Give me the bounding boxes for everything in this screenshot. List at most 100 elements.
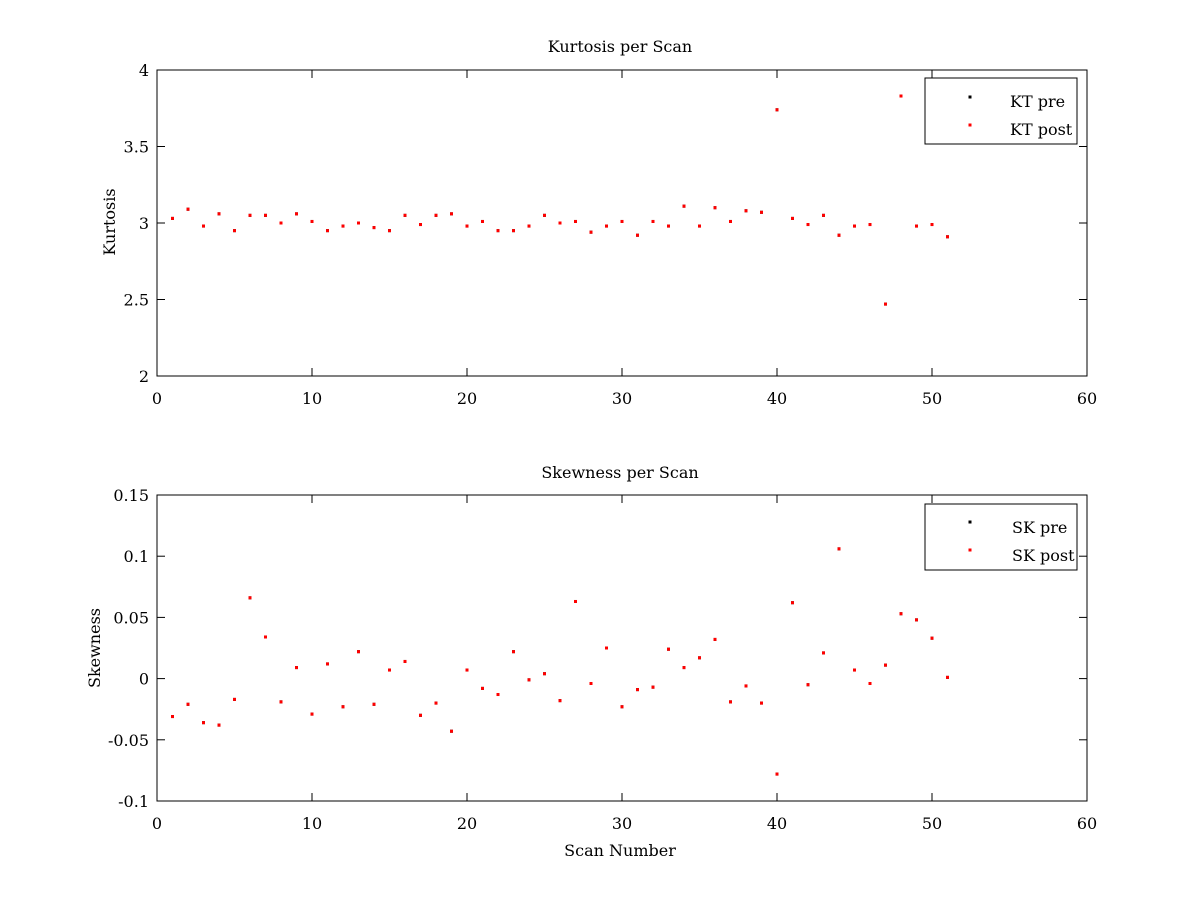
kurtosis-point-post [527, 224, 531, 228]
skewness-point-post [636, 688, 639, 692]
kurtosis-point-post [713, 206, 717, 210]
skewness-point-post [760, 701, 763, 705]
skewness-point-post [279, 700, 283, 704]
skewness-points [171, 547, 949, 776]
kurtosis-legend-label-post: KT post [1010, 120, 1073, 139]
skewness-point-post [248, 596, 252, 600]
kurtosis-point-post [450, 212, 453, 216]
kurtosis-point-post [372, 226, 376, 230]
skewness-point-post [837, 547, 841, 551]
kurtosis-x-tick-label: 0 [152, 389, 162, 408]
kurtosis-point-post [233, 229, 236, 233]
kurtosis-point-post [853, 224, 856, 228]
skewness-panel: Skewness per Scan Skewness Scan Number 0… [85, 463, 1097, 860]
skewness-point-post [868, 681, 872, 685]
skewness-legend-label-pre: SK pre [1012, 518, 1067, 537]
skewness-point-post [853, 668, 856, 672]
skewness-legend-marker-post [968, 548, 972, 552]
kurtosis-point-post [682, 204, 686, 208]
skewness-title: Skewness per Scan [541, 463, 698, 482]
skewness-x-tick-label: 60 [1077, 814, 1097, 833]
kurtosis-point-post [171, 216, 174, 220]
kurtosis-point-post [589, 230, 593, 234]
kurtosis-point-post [496, 229, 500, 233]
skewness-point-post [775, 772, 779, 776]
kurtosis-title: Kurtosis per Scan [548, 37, 692, 56]
skewness-point-post [388, 668, 391, 672]
kurtosis-point-post [481, 219, 484, 223]
skewness-y-tick-label: -0.05 [108, 731, 149, 750]
skewness-x-tick-label: 10 [302, 814, 322, 833]
kurtosis-x-tick-label: 30 [612, 389, 632, 408]
kurtosis-legend: KT pre KT post [924, 77, 1078, 145]
kurtosis-point-post [279, 221, 283, 225]
kurtosis-y-tick-label: 2.5 [124, 291, 149, 310]
kurtosis-point-post [202, 224, 205, 228]
skewness-point-post [915, 618, 918, 622]
skewness-point-post [729, 700, 732, 704]
skewness-y-tick-label: 0.05 [113, 608, 149, 627]
skewness-point-post [930, 636, 934, 640]
skewness-point-post [341, 705, 345, 709]
skewness-point-post [372, 702, 376, 706]
skewness-x-tick-label: 50 [922, 814, 942, 833]
kurtosis-panel: Kurtosis per Scan Kurtosis 0 10 20 30 40 50 60… [100, 37, 1097, 408]
kurtosis-point-post [574, 219, 577, 223]
skewness-point-post [589, 681, 593, 685]
kurtosis-point-post [791, 216, 794, 220]
kurtosis-points [171, 94, 949, 306]
skewness-y-tick-label: 0 [139, 670, 149, 689]
skewness-x-tick-label: 20 [457, 814, 477, 833]
skewness-point-post [558, 699, 562, 703]
kurtosis-point-post [326, 229, 329, 233]
skewness-y-tick-label: 0.15 [113, 486, 149, 505]
kurtosis-point-post [636, 233, 639, 237]
skewness-point-post [434, 701, 438, 705]
kurtosis-x-tick-label: 10 [302, 389, 322, 408]
kurtosis-x-tick-label: 50 [922, 389, 942, 408]
skewness-point-post [233, 697, 236, 701]
skewness-point-post [310, 712, 314, 716]
kurtosis-point-post [760, 210, 763, 214]
kurtosis-point-post [946, 235, 949, 239]
skewness-point-post [744, 684, 748, 688]
kurtosis-point-post [465, 224, 469, 228]
kurtosis-y-tick-label: 2 [139, 367, 149, 386]
kurtosis-plot-frame [156, 69, 1088, 377]
skewness-point-post [822, 651, 825, 655]
kurtosis-point-post [930, 223, 934, 227]
skewness-point-post [899, 612, 903, 616]
kurtosis-point-post [217, 212, 221, 216]
kurtosis-point-post [837, 233, 841, 237]
skewness-point-post [326, 662, 329, 666]
skewness-point-post [651, 685, 655, 689]
kurtosis-point-post [806, 223, 810, 227]
kurtosis-y-tick-label: 3.5 [124, 138, 149, 157]
kurtosis-point-post [264, 213, 267, 217]
skewness-point-post [698, 656, 701, 660]
kurtosis-point-post [357, 221, 360, 225]
skewness-point-post [496, 693, 500, 697]
skewness-point-post [202, 721, 205, 725]
kurtosis-point-post [884, 302, 887, 306]
kurtosis-point-post [667, 224, 670, 228]
kurtosis-legend-marker-post [968, 123, 972, 127]
skewness-point-post [512, 650, 515, 654]
skewness-point-post [419, 713, 422, 717]
skewness-point-post [403, 659, 407, 663]
skewness-x-ticks: 0 10 20 30 40 50 60 [152, 495, 1097, 833]
kurtosis-y-axis-label: Kurtosis [100, 188, 119, 255]
kurtosis-x-tick-label: 20 [457, 389, 477, 408]
kurtosis-y-tick-label: 3 [139, 214, 149, 233]
kurtosis-point-post [899, 94, 903, 98]
kurtosis-x-ticks: 0 10 20 30 40 50 60 [152, 70, 1097, 408]
kurtosis-legend-box [924, 77, 1078, 145]
skewness-point-post [620, 705, 624, 709]
skewness-x-tick-label: 0 [152, 814, 162, 833]
skewness-y-tick-label: -0.1 [118, 792, 149, 811]
kurtosis-x-tick-label: 40 [767, 389, 787, 408]
skewness-point-post [186, 702, 190, 706]
kurtosis-point-post [310, 219, 314, 223]
kurtosis-point-post [729, 219, 732, 223]
skewness-point-post [264, 635, 267, 639]
